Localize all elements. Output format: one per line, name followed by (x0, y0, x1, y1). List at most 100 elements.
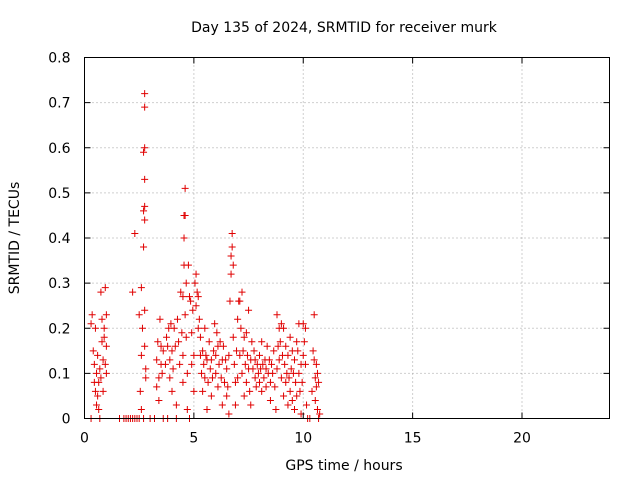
data-point (167, 320, 175, 328)
data-point (99, 356, 107, 364)
axis-ticks (84, 57, 610, 419)
data-point (231, 401, 239, 409)
data-point (159, 347, 167, 355)
data-point (316, 410, 324, 418)
data-point (272, 405, 280, 413)
data-point (99, 387, 107, 395)
data-point (291, 405, 298, 413)
data-point (181, 211, 189, 219)
data-point (141, 175, 149, 183)
data-point (169, 365, 177, 373)
data-point (184, 261, 192, 269)
data-point (189, 306, 197, 314)
data-point (308, 387, 316, 395)
data-point (266, 378, 274, 386)
data-point (248, 338, 256, 346)
data-point (212, 369, 220, 377)
data-point (230, 360, 238, 368)
data-point (311, 374, 319, 382)
data-point (227, 270, 235, 278)
data-point (222, 356, 230, 364)
data-point (157, 342, 165, 350)
data-point (246, 387, 254, 395)
data-point (101, 284, 109, 292)
x-axis-label: GPS time / hours (285, 458, 402, 474)
data-point (284, 401, 292, 409)
data-point (156, 315, 164, 323)
data-point (292, 378, 300, 386)
data-point (141, 216, 149, 224)
data-point (217, 374, 225, 382)
data-point (204, 378, 212, 386)
data-point (207, 392, 215, 400)
data-point (98, 338, 106, 346)
data-point (254, 369, 262, 377)
data-point (238, 288, 246, 296)
data-point (153, 383, 161, 391)
data-point (166, 356, 174, 364)
data-point (141, 202, 149, 210)
data-point (223, 392, 231, 400)
data-point (182, 279, 190, 287)
data-point (271, 383, 279, 391)
data-point (199, 387, 207, 395)
y-tick-label: 0.3 (48, 276, 70, 292)
data-point (229, 261, 237, 269)
data-point (205, 338, 213, 346)
data-point (237, 324, 245, 332)
data-point (266, 396, 274, 404)
data-point (283, 369, 291, 377)
data-point (177, 288, 185, 296)
data-point (247, 401, 255, 409)
data-point (155, 396, 163, 404)
data-point (256, 378, 263, 386)
data-point (90, 360, 98, 368)
data-point (180, 234, 188, 242)
y-tick-label: 0.1 (48, 366, 70, 382)
data-point (252, 383, 260, 391)
data-point (236, 351, 244, 359)
data-point (240, 333, 248, 341)
data-point (89, 347, 97, 355)
data-point (194, 293, 202, 301)
data-point (186, 293, 193, 301)
data-point (273, 311, 281, 319)
data-point (216, 338, 224, 346)
data-point (98, 315, 106, 323)
data-point (138, 324, 146, 332)
data-point (192, 270, 200, 278)
data-point (274, 342, 282, 350)
data-point (299, 351, 307, 359)
data-point (100, 333, 108, 341)
data-point (87, 320, 95, 328)
data-point (155, 374, 163, 382)
data-point (282, 378, 290, 386)
y-axis-label: SRMTID / TECUs (7, 182, 23, 295)
data-point (203, 405, 211, 413)
data-point (298, 378, 306, 386)
data-point (211, 320, 219, 328)
data-point (140, 207, 148, 215)
data-point (250, 347, 258, 355)
data-point (276, 338, 284, 346)
data-point (225, 351, 233, 359)
data-point (198, 369, 206, 377)
data-point (310, 356, 318, 364)
data-point (179, 293, 187, 301)
data-point (240, 392, 248, 400)
data-point (225, 410, 233, 418)
data-point (234, 315, 242, 323)
data-point (140, 148, 148, 156)
data-point (95, 405, 103, 413)
data-point (94, 351, 102, 359)
chart-title: Day 135 of 2024, SRMTID for receiver mur… (191, 20, 498, 36)
data-point (224, 383, 232, 391)
data-point (285, 374, 293, 382)
data-point (228, 229, 236, 237)
data-point (258, 338, 266, 346)
data-point (102, 342, 110, 350)
data-point (91, 387, 99, 395)
data-point (207, 356, 215, 364)
data-point (251, 374, 259, 382)
